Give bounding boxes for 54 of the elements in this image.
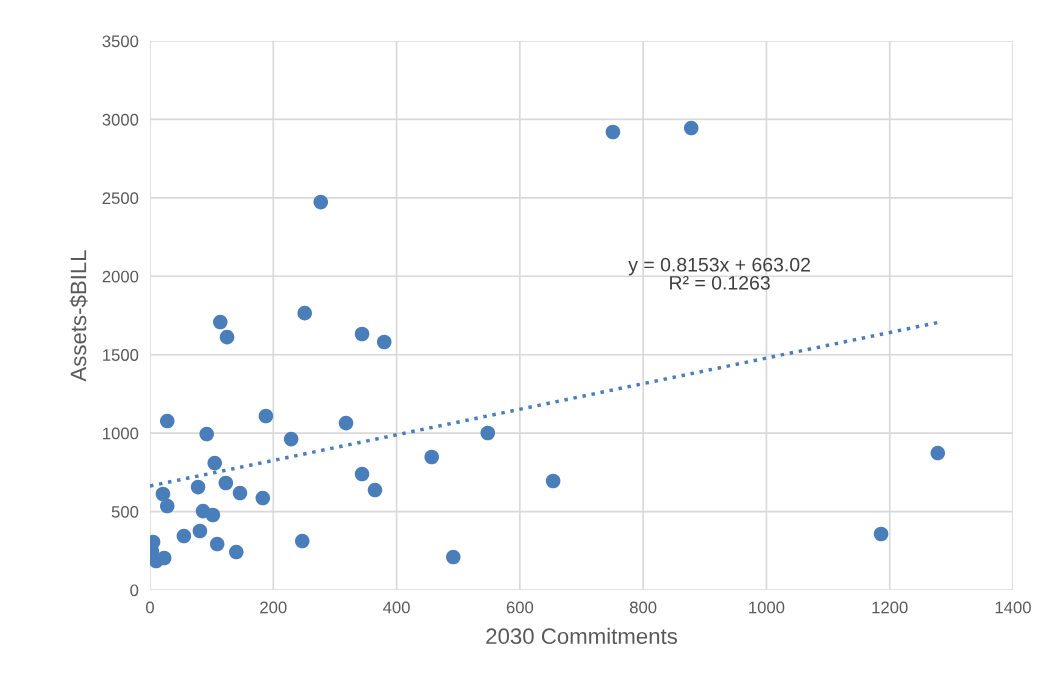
point	[354, 466, 370, 482]
point	[354, 326, 370, 342]
y-tick-label: 3000	[102, 113, 139, 126]
point	[873, 526, 889, 542]
point	[424, 449, 439, 465]
point	[480, 425, 496, 441]
point	[605, 124, 621, 140]
point	[212, 314, 228, 330]
point	[376, 334, 392, 350]
point	[159, 498, 175, 514]
point	[930, 445, 946, 461]
point	[232, 485, 248, 501]
x-tick-label: 400	[383, 601, 410, 614]
point	[255, 490, 271, 506]
point	[207, 455, 223, 471]
annotation: y = 0.8153x + 663.02 R² = 0.1263	[628, 257, 810, 290]
x-tick-label: 1200	[872, 601, 908, 614]
point	[683, 120, 699, 136]
point	[209, 536, 225, 552]
y-tick-label: 3500	[102, 35, 139, 48]
point	[205, 507, 221, 523]
point	[176, 528, 192, 544]
point	[545, 473, 561, 489]
y-tick-label: 1000	[103, 427, 139, 440]
point	[338, 415, 354, 431]
y-tick-label: 1500	[103, 349, 139, 361]
x-tick-label: 600	[506, 601, 534, 614]
point	[159, 413, 175, 429]
point	[446, 549, 461, 565]
point	[313, 194, 329, 210]
y-tick-label: 0	[130, 584, 139, 597]
x-tick-label: 1000	[749, 601, 785, 614]
y-tick-label: 500	[111, 505, 139, 518]
point	[258, 408, 274, 424]
point	[218, 475, 234, 491]
x-tick-label: 1400	[995, 601, 1031, 614]
y-axis-title: Assets-$BILL	[69, 250, 88, 382]
x-tick-label: 200	[260, 601, 287, 614]
x-tick-label: 0	[146, 601, 154, 614]
point	[150, 553, 164, 569]
point	[297, 305, 313, 321]
point	[219, 329, 235, 345]
x-tick-label: 800	[629, 601, 657, 614]
y-tick-label: 2000	[102, 270, 139, 283]
point	[190, 479, 206, 495]
x-axis-title: 2030 Commitments	[486, 627, 678, 645]
point	[283, 431, 299, 447]
point	[229, 544, 244, 560]
point	[199, 426, 214, 442]
point	[367, 482, 383, 498]
point	[155, 486, 171, 502]
point	[192, 523, 208, 539]
y-tick-label: 2500	[102, 192, 139, 205]
point	[294, 533, 310, 549]
